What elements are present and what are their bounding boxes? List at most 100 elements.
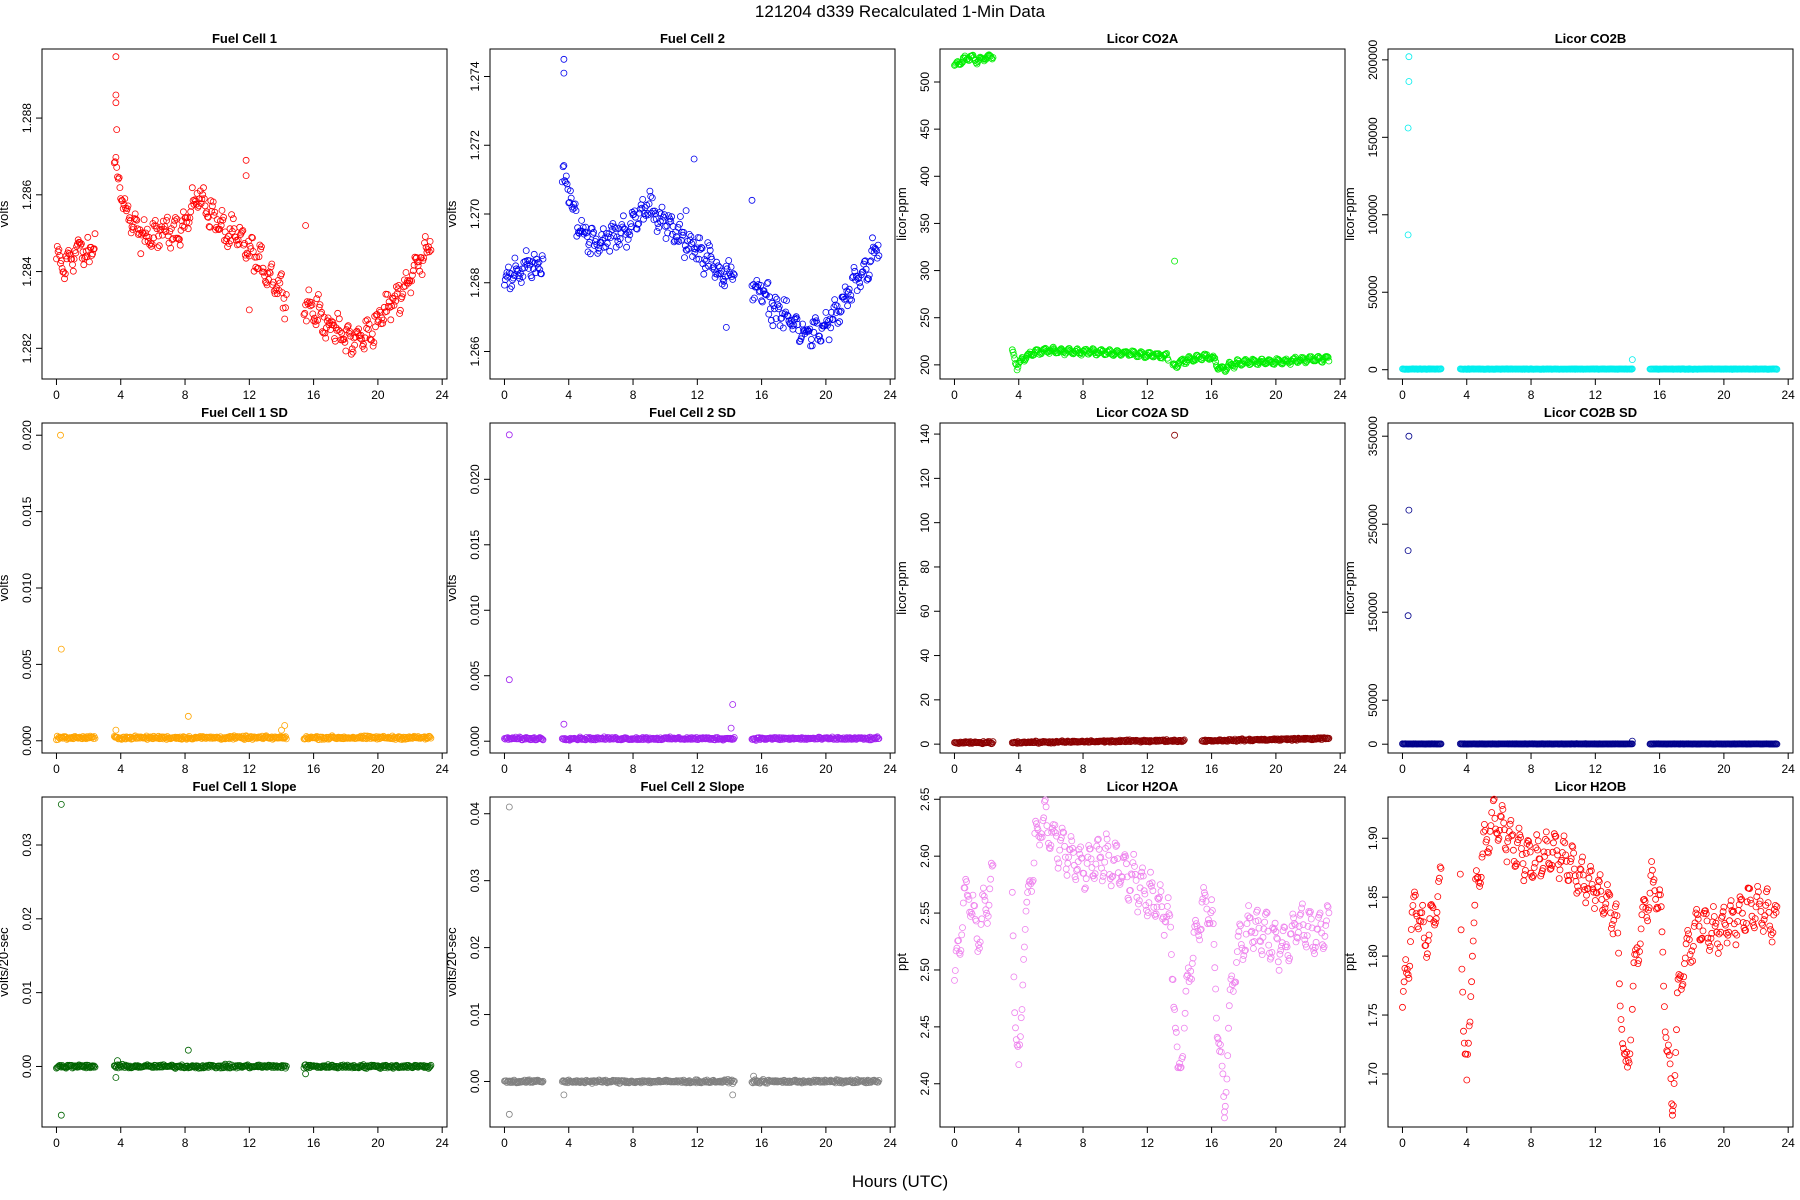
data-point	[300, 311, 308, 319]
data-point	[590, 228, 598, 236]
data-point	[1160, 931, 1168, 939]
data-point	[988, 55, 996, 63]
data-point	[1210, 354, 1218, 362]
data-point	[1270, 926, 1277, 933]
data-point	[955, 937, 962, 944]
y-tick-label: 1.288	[20, 103, 34, 133]
data-point	[632, 213, 639, 221]
data-point	[1222, 366, 1230, 374]
data-point	[1122, 853, 1129, 860]
data-point	[387, 316, 395, 324]
data-point	[1211, 354, 1219, 362]
data-point	[216, 225, 224, 233]
outlier-point	[505, 1110, 513, 1118]
data-point	[584, 248, 592, 256]
x-tick-label: 8	[182, 762, 189, 776]
data-point	[727, 263, 735, 271]
data-point	[419, 257, 427, 265]
data-point	[1229, 988, 1237, 995]
data-point	[981, 896, 989, 904]
data-point	[1070, 849, 1077, 856]
data-point	[184, 225, 192, 233]
data-point	[368, 330, 376, 338]
data-point	[1055, 347, 1063, 355]
data-point	[1166, 912, 1174, 919]
x-tick-label: 16	[1653, 388, 1667, 402]
data-point	[765, 310, 773, 318]
data-point	[1217, 1048, 1225, 1056]
data-point	[301, 309, 309, 317]
data-point	[757, 281, 765, 289]
data-point	[624, 235, 632, 243]
data-point	[1097, 853, 1105, 861]
data-point	[1250, 945, 1257, 952]
data-point	[66, 251, 74, 259]
y-tick-label: 0.020	[20, 420, 34, 450]
data-point	[89, 250, 96, 258]
data-point	[371, 312, 379, 320]
y-tick-label: 1.268	[468, 267, 482, 297]
data-point	[208, 207, 216, 215]
data-point	[199, 191, 207, 199]
data-point	[1017, 1033, 1024, 1040]
data-point	[653, 228, 661, 235]
data-point	[1172, 1024, 1179, 1032]
data-point	[1149, 887, 1157, 895]
data-point	[1230, 979, 1238, 987]
outlier-point	[690, 155, 698, 163]
data-point	[705, 262, 712, 270]
data-point	[666, 733, 674, 741]
data-point	[969, 891, 977, 899]
x-tick-label: 4	[1015, 762, 1022, 776]
data-point	[1119, 873, 1126, 881]
data-point	[853, 287, 861, 295]
data-point	[1218, 1062, 1226, 1070]
data-point	[268, 260, 276, 268]
data-point	[360, 345, 368, 353]
data-point	[396, 306, 404, 314]
data-point	[391, 292, 399, 300]
data-point	[123, 205, 131, 213]
data-point	[1224, 1052, 1232, 1059]
data-point	[1322, 735, 1330, 743]
data-point	[384, 290, 391, 298]
data-point	[603, 229, 610, 237]
data-point	[783, 311, 791, 319]
outlier-point	[1628, 356, 1636, 364]
data-point	[708, 255, 716, 263]
data-point	[192, 197, 199, 205]
data-point	[519, 273, 527, 280]
x-tick-label: 4	[565, 1136, 572, 1150]
data-point	[1225, 361, 1232, 369]
data-point	[1180, 736, 1188, 744]
data-point	[721, 282, 728, 290]
data-point	[792, 314, 799, 322]
data-point	[635, 220, 643, 227]
data-point	[1140, 887, 1148, 895]
data-point	[265, 268, 273, 276]
data-point	[138, 229, 146, 237]
data-point	[835, 307, 843, 315]
data-point	[1221, 1108, 1228, 1116]
x-tick-label: 4	[565, 388, 572, 402]
x-tick-label: 8	[630, 1136, 637, 1150]
x-tick-label: 0	[501, 388, 508, 402]
y-tick-label: 2.60	[918, 844, 932, 868]
data-point	[872, 245, 880, 253]
data-point	[60, 268, 68, 276]
y-tick-label: 50000	[1366, 275, 1380, 309]
x-tick-label: 16	[307, 388, 321, 402]
data-point	[1223, 1075, 1231, 1083]
x-tick-label: 24	[1333, 762, 1347, 776]
outlier-point	[1404, 124, 1412, 132]
data-point	[1324, 353, 1332, 361]
data-point	[1233, 737, 1240, 745]
data-point	[619, 223, 626, 231]
x-tick-label: 4	[117, 1136, 124, 1150]
data-point	[302, 317, 310, 325]
x-tick-label: 12	[243, 762, 257, 776]
y-tick-label: 1.266	[468, 336, 482, 366]
x-tick-label: 20	[1269, 762, 1283, 776]
data-point	[701, 256, 708, 263]
data-point	[668, 213, 675, 221]
